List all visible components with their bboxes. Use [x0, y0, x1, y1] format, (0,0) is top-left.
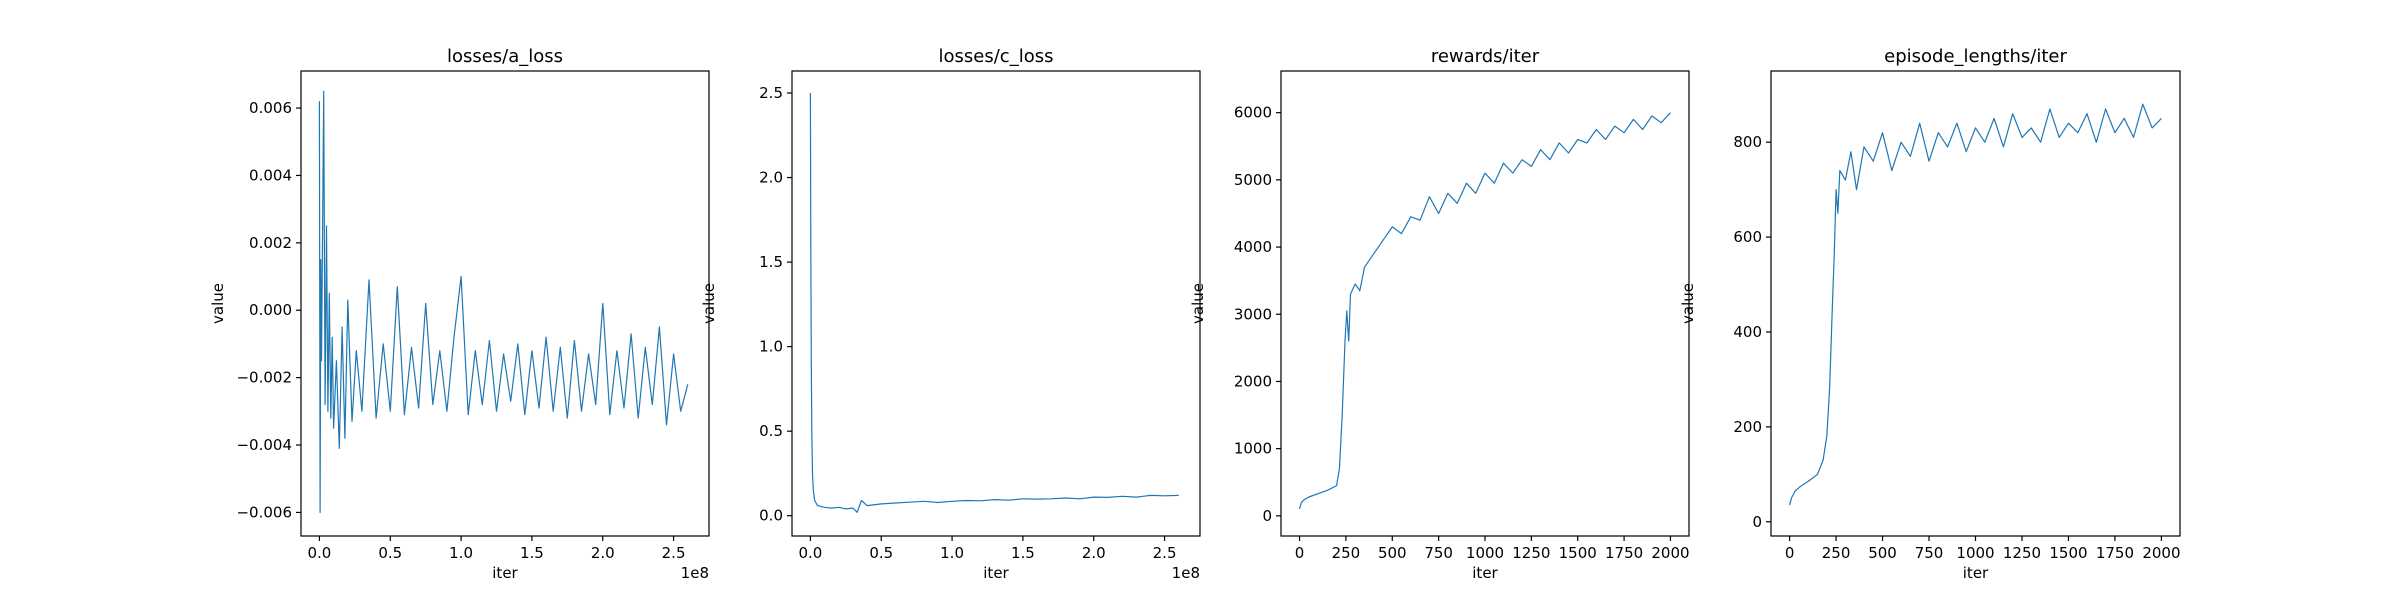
y-tick-label: −0.004 — [236, 436, 292, 454]
series-line — [318, 90, 689, 514]
y-tick-label: 4000 — [1234, 238, 1272, 256]
y-tick-label: 400 — [1733, 323, 1762, 341]
x-tick-label: 0.5 — [378, 544, 402, 562]
y-tick-label: 800 — [1733, 133, 1762, 151]
x-tick-label: 2.0 — [591, 544, 615, 562]
x-tick-label: 1.0 — [449, 544, 473, 562]
x-tick-label: 2.0 — [1082, 544, 1106, 562]
chart-panel-2: 0.0 0.5 1.0 1.5 2.0 2.5 0.0 0.5 1.0 1.5 2.0 2.5 1e8 l… — [700, 46, 1201, 582]
y-tick-label: 600 — [1733, 228, 1762, 246]
y-tick-label: 0.0 — [759, 507, 783, 525]
plot-frame — [300, 70, 710, 537]
y-tick-label: 0.004 — [249, 166, 292, 184]
plot-frame — [791, 70, 1201, 537]
series-line — [809, 92, 1179, 513]
y-tick-label: 6000 — [1234, 104, 1272, 122]
y-tick-label: 2.5 — [759, 84, 783, 102]
y-tick-label: −0.006 — [236, 503, 292, 521]
y-tick-label: 1.5 — [759, 253, 783, 271]
chart-title: rewards/iter — [1431, 46, 1540, 67]
x-tick-label: 1.5 — [520, 544, 544, 562]
chart-panel-1: 0.0 0.5 1.0 1.5 2.0 2.5 −0.006 −0.004 −0.002 0.00… — [209, 46, 710, 582]
x-tick-label: 1250 — [1512, 544, 1550, 562]
x-tick-label: 1000 — [1956, 544, 1994, 562]
x-offset-label: 1e8 — [681, 564, 709, 582]
x-tick-label: 0.0 — [798, 544, 822, 562]
series-line — [1789, 103, 2162, 506]
x-tick-label: 1250 — [2003, 544, 2041, 562]
x-tick-label: 1.0 — [940, 544, 964, 562]
x-tick-label: 2.5 — [662, 544, 686, 562]
chart-panel-4: 0 250 500 750 1000 1250 1500 1750 2000 0 200 400 600… — [1679, 46, 2181, 582]
x-tick-label: 2000 — [2142, 544, 2180, 562]
x-tick-label: 1750 — [1605, 544, 1643, 562]
x-tick-label: 2000 — [1651, 544, 1689, 562]
y-tick-label: −0.002 — [236, 369, 292, 387]
x-tick-label: 500 — [1378, 544, 1407, 562]
x-tick-label: 1000 — [1466, 544, 1504, 562]
x-offset-label: 1e8 — [1172, 564, 1200, 582]
y-tick-label: 3000 — [1234, 305, 1272, 323]
x-axis-label: iter — [1963, 564, 1989, 582]
x-axis-label: iter — [1472, 564, 1498, 582]
y-tick-label: 0 — [1752, 513, 1762, 531]
y-tick-label: 5000 — [1234, 171, 1272, 189]
x-axis-label: iter — [983, 564, 1009, 582]
series-line — [1298, 112, 1671, 510]
y-tick-label: 0 — [1262, 507, 1272, 525]
x-axis-label: iter — [492, 564, 518, 582]
x-tick-label: 250 — [1332, 544, 1361, 562]
y-axis-label: value — [700, 283, 718, 324]
y-tick-label: 0.000 — [249, 301, 292, 319]
x-tick-label: 0 — [1785, 544, 1795, 562]
y-tick-label: 1000 — [1234, 440, 1272, 458]
x-tick-label: 0 — [1295, 544, 1305, 562]
chart-title: losses/a_loss — [447, 46, 563, 67]
y-tick-label: 0.5 — [759, 422, 783, 440]
y-tick-label: 2000 — [1234, 372, 1272, 390]
x-tick-label: 750 — [1915, 544, 1944, 562]
y-axis-label: value — [1679, 283, 1697, 324]
x-tick-label: 1500 — [2049, 544, 2087, 562]
chart-panel-3: 0 250 500 750 1000 1250 1500 1750 2000 0 1000 2000 3… — [1189, 46, 1690, 582]
chart-title: losses/c_loss — [939, 46, 1054, 67]
x-tick-label: 250 — [1822, 544, 1851, 562]
y-tick-label: 2.0 — [759, 169, 783, 187]
x-tick-label: 2.5 — [1153, 544, 1177, 562]
x-tick-label: 500 — [1868, 544, 1897, 562]
y-axis-label: value — [1189, 283, 1207, 324]
x-tick-label: 1500 — [1559, 544, 1597, 562]
x-tick-label: 1.5 — [1011, 544, 1035, 562]
x-tick-label: 0.0 — [307, 544, 331, 562]
chart-title: episode_lengths/iter — [1884, 46, 2067, 67]
x-tick-label: 750 — [1424, 544, 1453, 562]
y-axis-label: value — [209, 283, 227, 324]
y-tick-label: 0.006 — [249, 99, 292, 117]
y-tick-label: 0.002 — [249, 234, 292, 252]
x-tick-label: 1750 — [2096, 544, 2134, 562]
y-tick-label: 1.0 — [759, 338, 783, 356]
plot-frame — [1280, 70, 1690, 537]
x-tick-label: 0.5 — [869, 544, 893, 562]
y-tick-label: 200 — [1733, 418, 1762, 436]
